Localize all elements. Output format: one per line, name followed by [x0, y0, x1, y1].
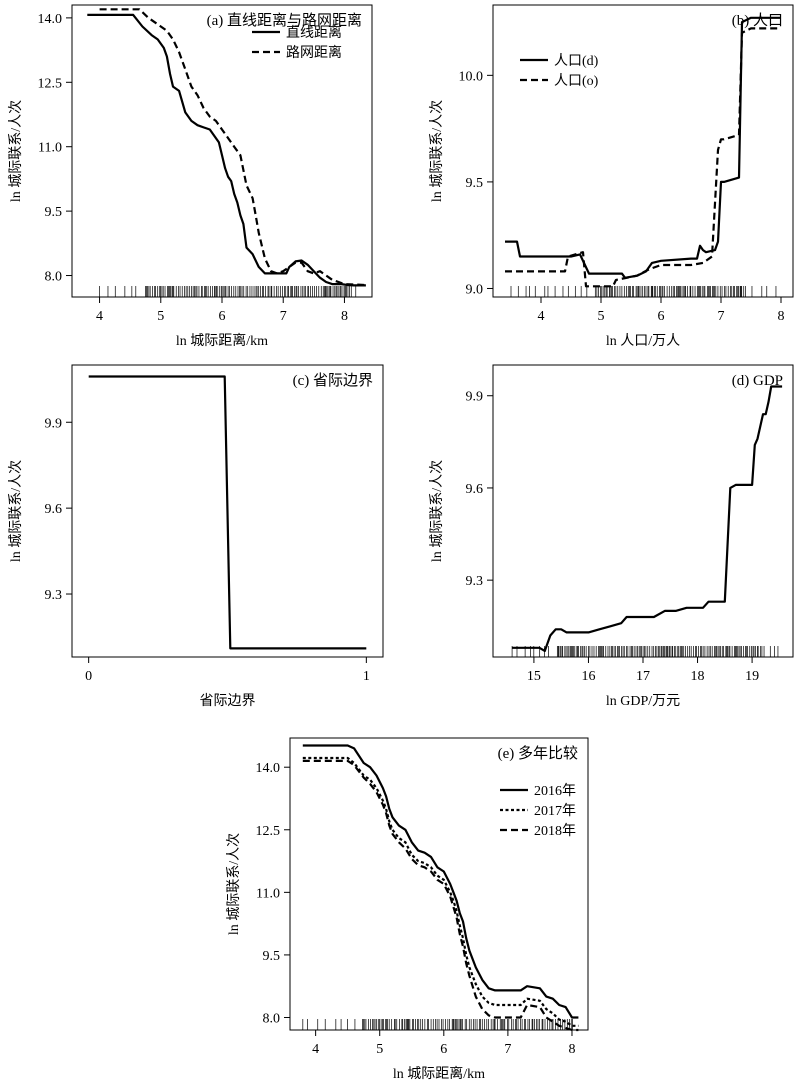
- x-tick-label: 7: [504, 1042, 511, 1057]
- legend-label: 路网距离: [286, 44, 342, 61]
- x-tick-label: 4: [96, 309, 103, 324]
- x-tick-label: 6: [219, 309, 226, 324]
- panel-title: (c) 省际边界: [293, 372, 373, 389]
- x-tick-label: 5: [376, 1042, 383, 1057]
- y-tick-label: 9.5: [466, 176, 484, 191]
- legend-label: 2016年: [534, 783, 576, 799]
- rug: [510, 286, 777, 297]
- y-tick-label: 9.9: [466, 390, 484, 405]
- x-tick-label: 8: [568, 1042, 575, 1057]
- y-tick-label: 9.3: [466, 574, 484, 589]
- legend: 人口(d) 人口(o): [520, 53, 599, 89]
- y-tick-label: 8.0: [263, 1011, 281, 1026]
- x-tick-label: 7: [718, 309, 725, 324]
- x-tick-label: 7: [280, 309, 287, 324]
- x-tick-label: 16: [581, 669, 595, 684]
- rug: [511, 646, 779, 657]
- x-axis-label: ln 人口/万人: [606, 333, 680, 349]
- y-tick-label: 14.0: [38, 12, 63, 27]
- rug: [99, 286, 357, 297]
- series-line-直线距离: [87, 13, 366, 287]
- panel-title: (a) 直线距离与路网距离: [207, 12, 362, 29]
- x-axis-label: ln GDP/万元: [606, 694, 680, 709]
- y-tick-label: 12.5: [256, 824, 281, 839]
- y-tick-label: 9.3: [45, 588, 63, 603]
- series-line-2016年: [302, 744, 579, 1019]
- panel-d: (d) GDP 15 16 17 18 19 9.3 9.6 9.9 ln GDP/万元 ln 城际…: [429, 364, 794, 709]
- plot-frame: [492, 364, 794, 658]
- panel-e: (e) 多年比较 4 5 6 7 8 8.0 9.5 11.0 12.5 14.0 ln 城际距离/k…: [226, 737, 589, 1082]
- legend-label: 直线距离: [286, 24, 342, 41]
- y-tick-label: 8.0: [45, 270, 63, 285]
- x-tick-label: 4: [312, 1042, 319, 1057]
- series-line-2018年: [302, 759, 579, 1032]
- series-line-人口(d): [505, 16, 781, 279]
- panel-c: (c) 省际边界 0 1 9.3 9.6 9.9 省际边界 ln 城际联系/人次: [8, 364, 384, 709]
- x-axis-label: ln 城际距离/km: [176, 332, 268, 349]
- y-tick-label: 11.0: [256, 886, 280, 901]
- x-tick-label: 5: [598, 309, 605, 324]
- rug: [302, 1019, 573, 1030]
- y-axis-label: ln 城际联系/人次: [429, 100, 445, 202]
- y-tick-label: 9.5: [45, 205, 63, 220]
- x-tick-label: 8: [778, 309, 785, 324]
- legend-label: 2018年: [534, 823, 576, 839]
- y-tick-label: 9.6: [45, 502, 63, 517]
- y-axis-label: ln 城际联系/人次: [226, 833, 242, 935]
- series-line-人口(o): [505, 27, 781, 288]
- plot-frame: [492, 4, 794, 298]
- y-axis-label: ln 城际联系/人次: [8, 100, 24, 202]
- legend-label: 人口(o): [554, 73, 599, 89]
- panel-title: (e) 多年比较: [498, 744, 578, 762]
- y-tick-label: 9.6: [466, 482, 484, 497]
- y-tick-label: 9.9: [45, 416, 63, 431]
- x-tick-label: 6: [440, 1042, 447, 1057]
- y-axis-label: ln 城际联系/人次: [429, 460, 445, 562]
- x-axis-label: 省际边界: [200, 693, 256, 709]
- x-tick-label: 15: [527, 669, 541, 684]
- x-tick-label: 1: [363, 669, 370, 684]
- series-line-路网距离: [99, 8, 366, 287]
- panel-title: (d) GDP: [732, 373, 783, 389]
- x-tick-label: 6: [658, 309, 665, 324]
- plot-frame: [71, 364, 384, 658]
- y-tick-label: 14.0: [256, 761, 281, 776]
- x-tick-label: 17: [636, 669, 650, 684]
- plot-frame: [289, 737, 589, 1031]
- x-tick-label: 19: [745, 669, 759, 684]
- y-axis-label: ln 城际联系/人次: [8, 460, 24, 562]
- y-tick-label: 9.0: [466, 282, 484, 297]
- y-tick-label: 9.5: [263, 949, 281, 964]
- y-tick-label: 10.0: [459, 69, 484, 84]
- legend-label: 2017年: [534, 803, 576, 819]
- x-tick-label: 18: [691, 669, 705, 684]
- legend: 2016年 2017年 2018年: [500, 783, 576, 839]
- panel-b: (b) 人口 4 5 6 7 8 9.0 9.5 10.0 ln 人口/万人 ln 城际联系/人次 人…: [429, 4, 794, 349]
- x-tick-label: 5: [157, 309, 164, 324]
- x-tick-label: 8: [341, 309, 348, 324]
- panel-title: (b) 人口: [732, 12, 783, 29]
- y-tick-label: 11.0: [38, 141, 62, 156]
- x-axis-label: ln 城际距离/km: [393, 1065, 485, 1082]
- x-tick-label: 4: [538, 309, 545, 324]
- legend-label: 人口(d): [554, 53, 599, 69]
- series-line-d: [512, 385, 783, 653]
- x-tick-label: 0: [85, 669, 92, 684]
- series-line-c: [88, 375, 367, 650]
- panel-a: (a) 直线距离与路网距离 4 5 6 7 8 8.0 9.5 11.0 12.5 14.0 ln 城…: [8, 4, 373, 349]
- y-tick-label: 12.5: [38, 76, 63, 91]
